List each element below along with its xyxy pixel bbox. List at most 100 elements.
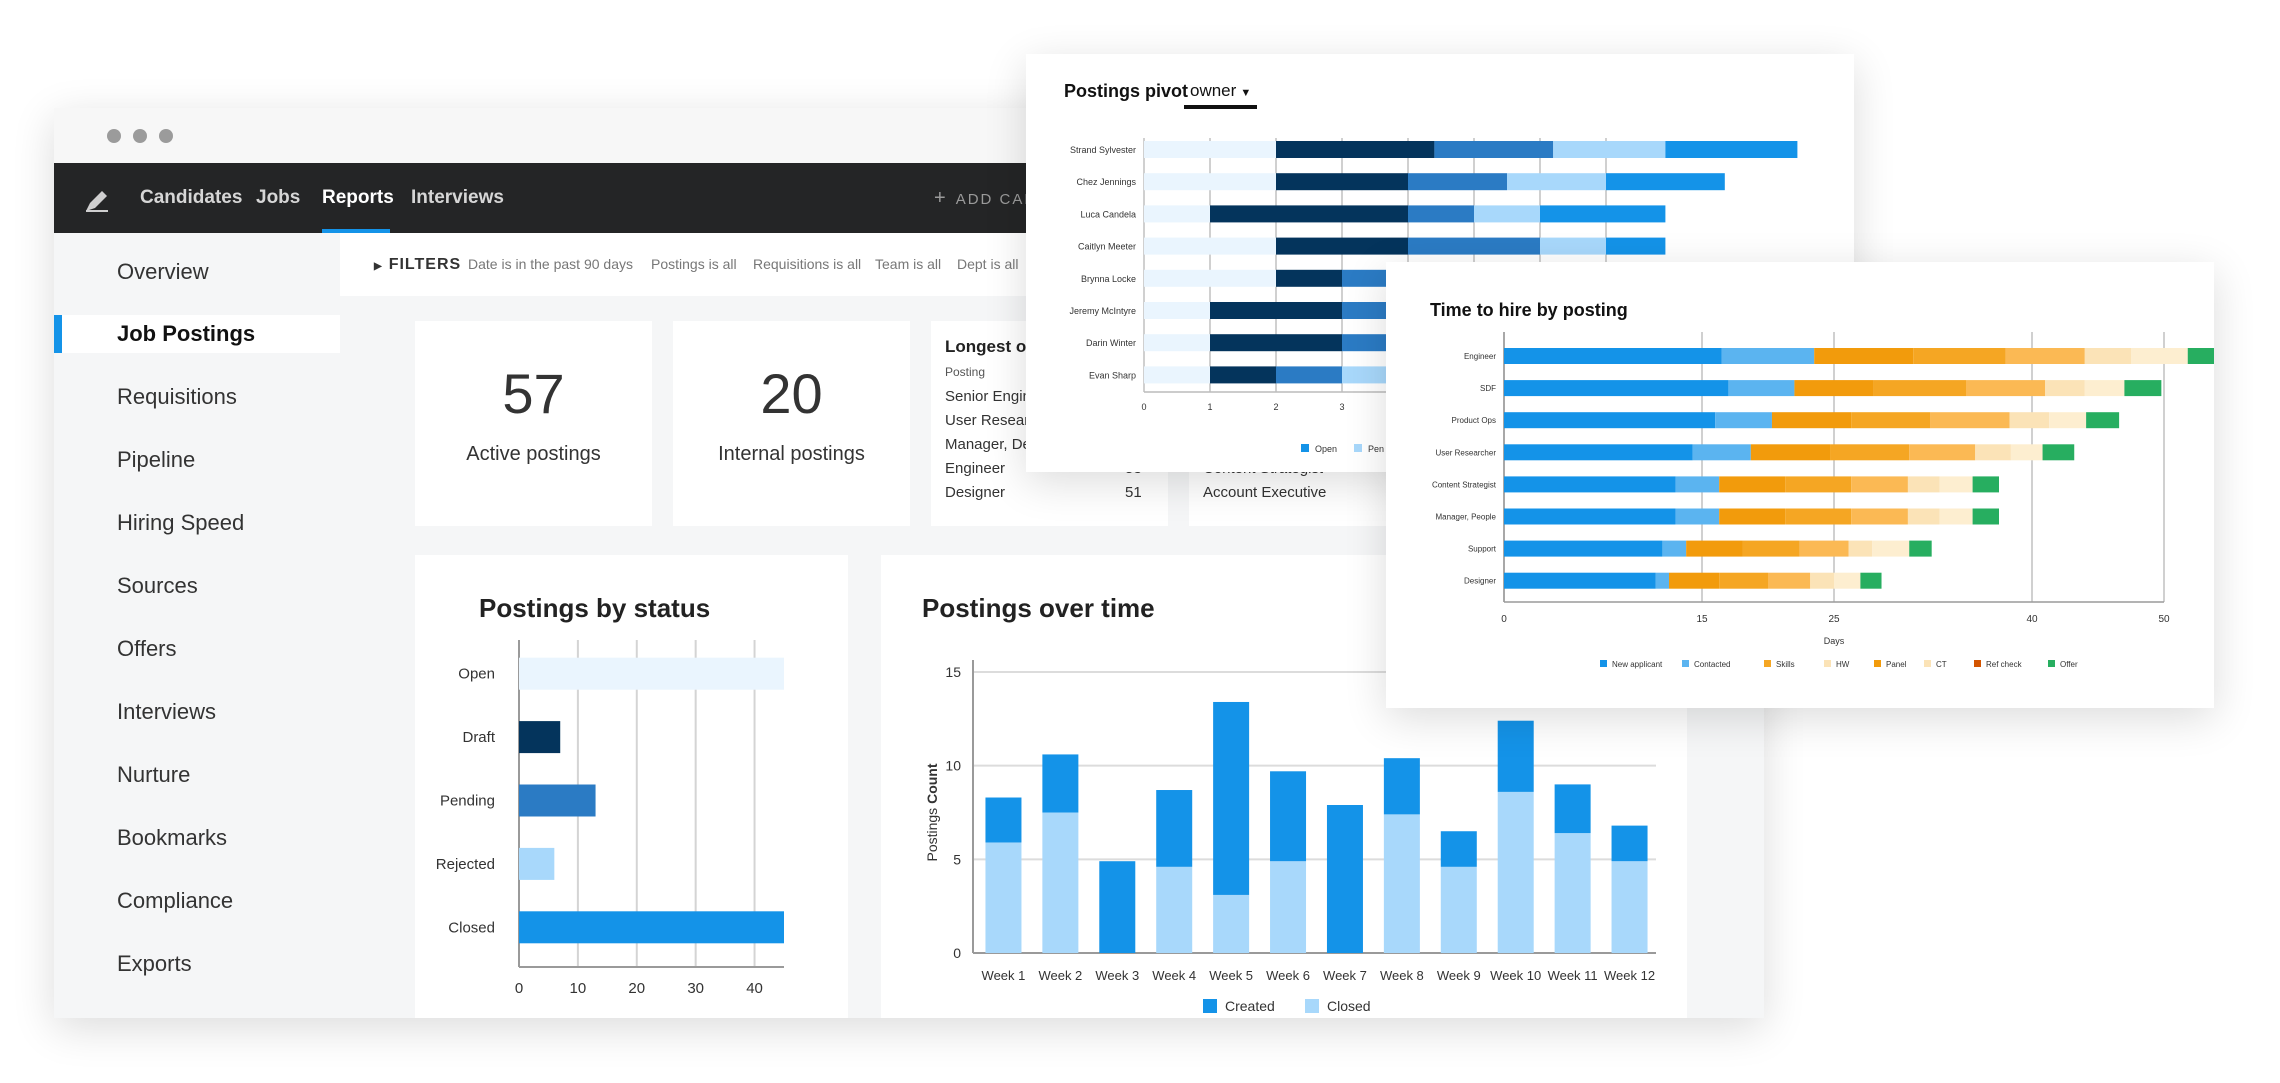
x-tick-label: Week 2 <box>1038 968 1082 983</box>
window-dot-icon[interactable] <box>133 129 147 143</box>
hire-bar-segment <box>1785 476 1852 493</box>
x-tick-label: 0 <box>515 980 523 997</box>
legend-swatch <box>1764 660 1771 667</box>
internal-postings-label: Internal postings <box>718 443 865 465</box>
longest-open-row-value: 51 <box>1125 484 1142 501</box>
filter-date[interactable]: Date is in the past 90 days <box>468 256 633 272</box>
legend-swatch <box>1682 660 1689 667</box>
hire-bar-segment <box>1715 412 1772 429</box>
hire-bar-segment <box>2084 348 2131 364</box>
active-postings-value: 57 <box>502 362 565 425</box>
x-tick-label: Week 3 <box>1095 968 1139 983</box>
hire-bar-segment <box>1909 444 1976 461</box>
window-dot-icon[interactable] <box>159 129 173 143</box>
add-candidate-button[interactable]: + ADD CAN <box>934 163 1037 233</box>
created-bar <box>1440 831 1477 867</box>
hire-bar-segment <box>1686 540 1743 557</box>
owner-dropdown-value: owner <box>1190 81 1237 100</box>
nav-candidates[interactable]: Candidates <box>140 187 243 208</box>
nav-jobs[interactable]: Jobs <box>256 187 301 208</box>
hire-bar-segment <box>1851 508 1908 525</box>
filter-dept[interactable]: Dept is all <box>957 256 1019 272</box>
hire-bar-segment <box>1768 572 1811 589</box>
hire-bar-segment <box>1794 380 1874 397</box>
pivot-bar-segment <box>1210 205 1408 223</box>
pivot-bar-segment <box>1408 173 1507 191</box>
filter-team[interactable]: Team is all <box>875 256 942 272</box>
legend-swatch <box>1305 999 1319 1013</box>
sidebar-item-offers[interactable]: Offers <box>117 636 177 661</box>
hire-bar-segment <box>1662 540 1687 557</box>
owner-dropdown[interactable]: owner ▼ <box>1184 81 1258 109</box>
y-axis-label: Postings Count <box>924 763 940 861</box>
sidebar-item-exports[interactable]: Exports <box>117 951 192 976</box>
status-category-label: Rejected <box>436 856 495 873</box>
legend-label: New applicant <box>1612 660 1663 669</box>
hire-bar-segment <box>2187 348 2214 364</box>
dropdown-caret-icon: ▼ <box>1240 87 1252 99</box>
posting-label: Designer <box>1464 577 1496 586</box>
x-tick-label: Week 11 <box>1548 968 1598 983</box>
hire-bar-segment <box>1728 380 1795 397</box>
window-dot-icon[interactable] <box>107 129 121 143</box>
internal-postings-card[interactable]: 20 Internal postings <box>673 321 910 526</box>
hire-bar-segment <box>2131 348 2188 364</box>
nav-reports[interactable]: Reports <box>322 187 394 208</box>
status-bar <box>519 847 555 880</box>
owner-label: Luca Candela <box>1080 209 1136 219</box>
sidebar-item-pipeline[interactable]: Pipeline <box>117 447 196 472</box>
filters-toggle[interactable]: ▶ FILTERS <box>374 233 461 296</box>
pivot-bar-segment <box>1665 141 1798 158</box>
legend-swatch <box>1301 444 1309 452</box>
hire-bar-segment <box>1939 476 1973 493</box>
hire-bar-segment <box>2005 348 2085 364</box>
hire-bar-segment <box>1851 412 1931 429</box>
time-to-hire-chart: 0 15 25 40 50 Days Engineer SDF Product Ops User … <box>1432 332 2214 669</box>
hire-bar-segment <box>1771 412 1852 429</box>
summary-row: Account Executive <box>1203 484 1327 501</box>
pivot-bar-segment <box>1408 205 1474 223</box>
add-candidate-label: ADD CAN <box>955 191 1038 208</box>
longest-open-title: Longest op <box>945 337 1037 356</box>
sidebar-item-bookmarks[interactable]: Bookmarks <box>117 825 228 850</box>
sidebar-item-job-postings[interactable]: Job Postings <box>54 315 340 353</box>
x-tick-label: 25 <box>1828 614 1840 625</box>
sidebar-item-requisitions[interactable]: Requisitions <box>117 384 237 409</box>
sidebar-item-sources[interactable]: Sources <box>117 573 198 598</box>
sidebar-item-compliance[interactable]: Compliance <box>117 888 234 913</box>
sidebar: Overview Job Postings Requisitions Pipel… <box>54 233 340 1018</box>
created-bar <box>985 797 1022 843</box>
status-bar <box>519 911 784 944</box>
pivot-bar-segment <box>1144 237 1276 255</box>
logo-pen-icon[interactable] <box>82 185 112 215</box>
x-tick-label: Week 7 <box>1323 968 1367 983</box>
owner-label: Chez Jennings <box>1076 177 1136 187</box>
pivot-bar-segment <box>1144 173 1276 191</box>
hire-title: Time to hire by posting <box>1430 300 1628 320</box>
posting-label: Manager, People <box>1436 513 1497 522</box>
status-bar <box>519 721 561 754</box>
active-postings-card[interactable]: 57 Active postings <box>415 321 652 526</box>
created-bar <box>1611 825 1648 862</box>
hire-bar-segment <box>1692 444 1751 461</box>
filter-requisitions[interactable]: Requisitions is all <box>753 256 862 272</box>
hire-bar-segment <box>1504 476 1676 493</box>
sidebar-item-nurture[interactable]: Nurture <box>117 762 191 787</box>
sidebar-item-overview[interactable]: Overview <box>117 259 209 284</box>
x-tick-label: Week 4 <box>1152 968 1196 983</box>
hire-bar-segment <box>1907 508 1940 525</box>
hire-bar-segment <box>1810 572 1834 589</box>
time-to-hire-window: Time to hire by posting 0 15 25 40 50 Days Eng… <box>1386 262 2214 708</box>
x-tick-label: 1 <box>1207 402 1212 412</box>
filter-postings[interactable]: Postings is all <box>651 256 737 272</box>
hire-bar-segment <box>1504 572 1656 589</box>
posting-label: User Researcher <box>1436 448 1497 457</box>
sidebar-item-interviews[interactable]: Interviews <box>117 699 217 724</box>
created-bar <box>1042 754 1079 813</box>
pivot-bar-segment <box>1342 269 1389 287</box>
owner-label: Caitlyn Meeter <box>1078 242 1136 252</box>
nav-interviews[interactable]: Interviews <box>411 187 504 208</box>
pivot-bar-segment <box>1606 173 1725 191</box>
sidebar-item-hiring-speed[interactable]: Hiring Speed <box>117 510 245 535</box>
pivot-bar-segment <box>1276 173 1408 191</box>
